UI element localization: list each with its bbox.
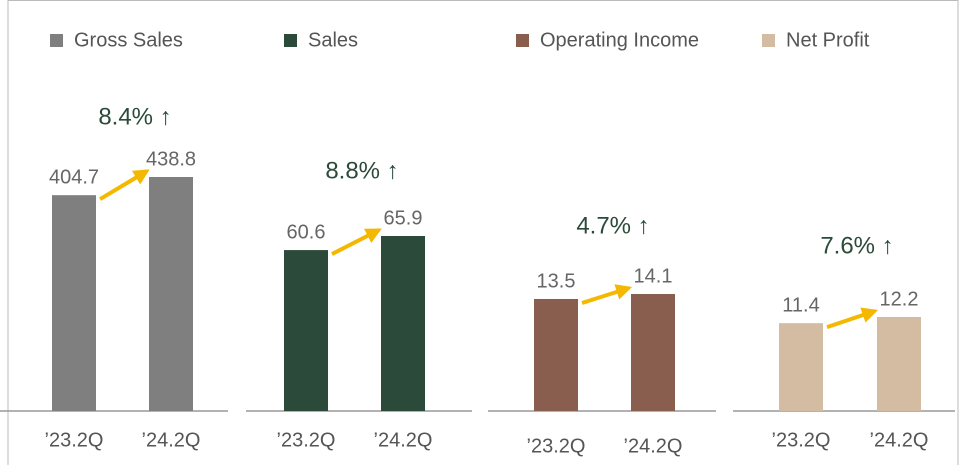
value-label: 60.6 <box>287 221 326 243</box>
x-tick-label: ’24.2Q <box>870 429 929 451</box>
growth-arrow <box>331 228 382 256</box>
bar <box>631 294 675 411</box>
bar <box>284 250 328 411</box>
legend-swatch <box>284 34 297 47</box>
x-tick-label: ’23.2Q <box>45 429 104 451</box>
value-label: 13.5 <box>537 270 576 292</box>
legend-label: Net Profit <box>786 29 870 51</box>
value-label: 438.8 <box>146 148 196 170</box>
x-tick-label: ’24.2Q <box>624 435 683 457</box>
legend-swatch <box>516 34 529 47</box>
bar <box>534 298 578 411</box>
bar <box>52 195 96 411</box>
frame <box>7 0 959 465</box>
x-tick-label: ’24.2Q <box>142 429 201 451</box>
growth-arrow <box>98 169 150 201</box>
value-label: 14.1 <box>634 265 673 287</box>
growth-annotation: 7.6% ↑ <box>820 232 893 259</box>
bar <box>149 177 193 411</box>
value-label: 11.4 <box>782 294 819 316</box>
growth-annotation: 4.7% ↑ <box>576 212 649 239</box>
value-label: 65.9 <box>384 207 423 229</box>
legend-label: Operating Income <box>540 29 699 51</box>
x-tick-label: ’23.2Q <box>277 429 336 451</box>
x-tick-label: ’23.2Q <box>772 429 831 451</box>
bar <box>381 236 425 411</box>
x-tick-label: ’23.2Q <box>527 435 586 457</box>
legend-label: Gross Sales <box>74 29 183 51</box>
growth-arrow <box>826 307 879 330</box>
bar <box>779 323 823 411</box>
growth-annotation: 8.8% ↑ <box>325 157 398 184</box>
legend-label: Sales <box>308 29 358 51</box>
value-label: 404.7 <box>49 166 99 188</box>
bar <box>877 317 921 411</box>
legend-swatch <box>762 34 775 47</box>
value-label: 12.2 <box>880 288 919 310</box>
x-tick-label: ’24.2Q <box>374 429 433 451</box>
growth-annotation: 8.4% ↑ <box>98 103 171 130</box>
growth-arrow <box>581 284 633 305</box>
legend-swatch <box>50 34 63 47</box>
